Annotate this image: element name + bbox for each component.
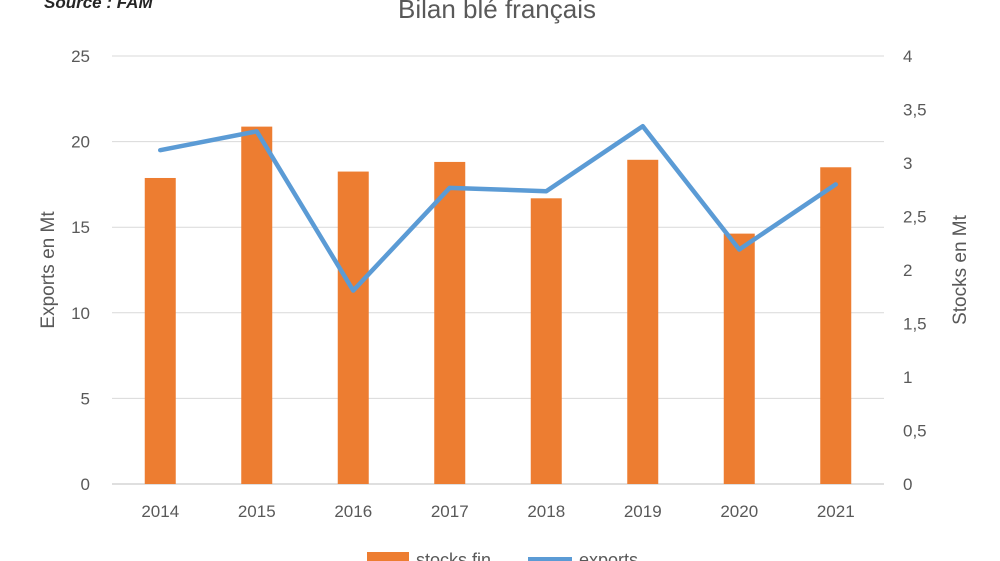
legend-swatch-stocks-fin: [367, 552, 409, 561]
x-tick-label: 2019: [624, 502, 662, 521]
y-axis-left-ticks: 0 5 10 15 20 25: [71, 47, 90, 494]
line-exports: [158, 123, 838, 293]
y-axis-right-title: Stocks en Mt: [950, 214, 971, 325]
x-axis-ticks: 2014 2015 2016 2017 2018 2019 2020 2021: [141, 502, 854, 521]
x-tick-label: 2020: [720, 502, 758, 521]
gridlines: [112, 55, 884, 485]
bar-2020: [723, 233, 755, 484]
x-tick-label: 2014: [141, 502, 179, 521]
y-right-tick-label: 1,5: [903, 315, 927, 334]
point-2016: [352, 290, 354, 292]
bar-2018: [530, 198, 562, 484]
x-tick-label: 2021: [817, 502, 855, 521]
x-tick-label: 2017: [431, 502, 469, 521]
point-2014: [159, 149, 161, 151]
y-right-tick-label: 1: [903, 368, 912, 387]
bar-2014: [144, 177, 176, 485]
exports-line-path: [158, 123, 838, 293]
y-right-tick-label: 4: [903, 47, 912, 66]
bar-2019: [627, 159, 659, 485]
bar-2017: [434, 161, 466, 484]
x-tick-label: 2015: [238, 502, 276, 521]
point-2020: [738, 248, 740, 250]
point-2015: [256, 130, 258, 132]
y-right-tick-label: 3: [903, 154, 912, 173]
point-2017: [449, 187, 451, 189]
point-2019: [642, 125, 644, 127]
y-axis-right-ticks: 0 0,5 1 1,5 2 2,5 3 3,5 4: [903, 47, 927, 494]
point-2018: [545, 190, 547, 192]
chart-title: Bilan blé français: [398, 0, 596, 24]
chart-source: Source : FAM: [44, 0, 153, 12]
legend: stocks fin exports: [367, 550, 638, 561]
y-left-tick-label: 0: [81, 475, 90, 494]
bars-stocks-fin: [144, 126, 852, 485]
y-left-tick-label: 25: [71, 47, 90, 66]
y-left-tick-label: 10: [71, 304, 90, 323]
bar-2021: [820, 167, 852, 484]
bar-2016: [337, 171, 369, 484]
y-left-tick-label: 5: [81, 389, 90, 408]
y-right-tick-label: 2: [903, 261, 912, 280]
legend-label-stocks-fin: stocks fin: [416, 550, 491, 561]
bar-2015: [241, 126, 273, 485]
x-tick-label: 2018: [527, 502, 565, 521]
y-left-tick-label: 15: [71, 218, 90, 237]
y-axis-left-title: Exports en Mt: [38, 211, 59, 329]
point-2021: [835, 183, 837, 185]
y-right-tick-label: 2,5: [903, 208, 927, 227]
legend-label-exports: exports: [579, 550, 638, 561]
y-right-tick-label: 0,5: [903, 422, 927, 441]
y-right-tick-label: 3,5: [903, 101, 927, 120]
y-right-tick-label: 0: [903, 475, 912, 494]
y-left-tick-label: 20: [71, 133, 90, 152]
x-tick-label: 2016: [334, 502, 372, 521]
